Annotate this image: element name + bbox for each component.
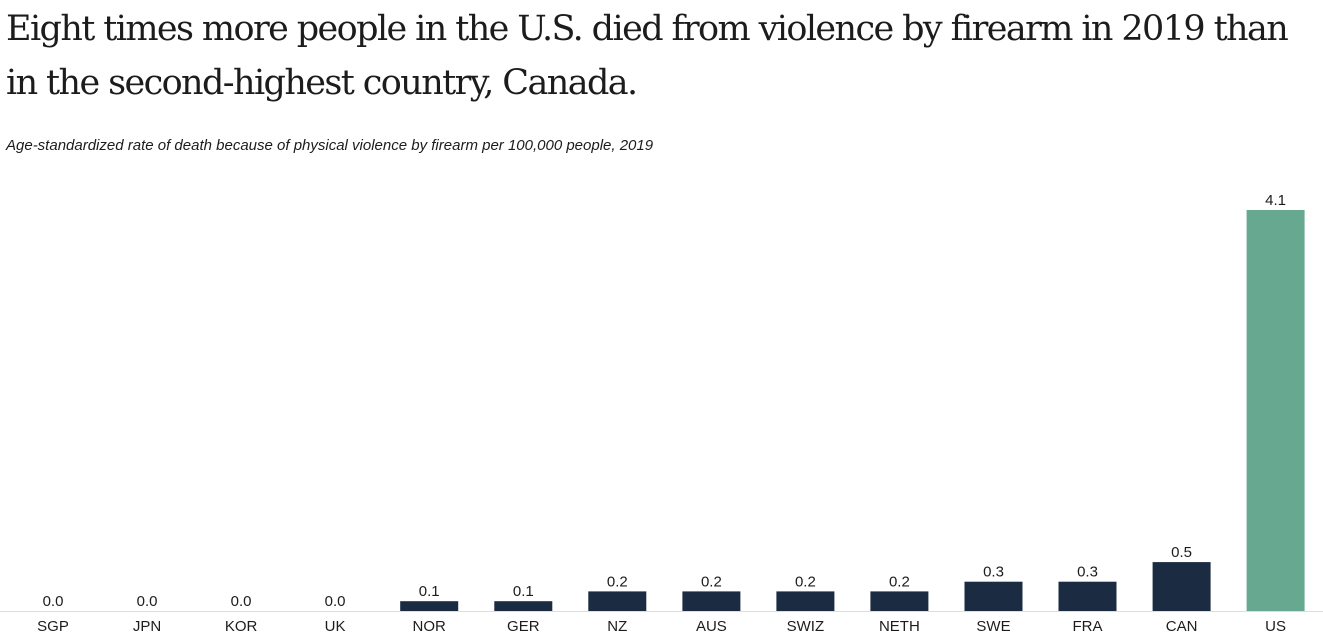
category-label-sgp: SGP: [37, 618, 69, 635]
value-label-can: 0.5: [1171, 544, 1192, 561]
bar-nz: [588, 591, 647, 611]
category-label-jpn: JPN: [133, 618, 161, 635]
bar-us: [1246, 210, 1305, 611]
category-label-aus: AUS: [696, 618, 727, 635]
category-label-nz: NZ: [607, 618, 627, 635]
value-label-ger: 0.1: [513, 583, 534, 600]
bar-neth: [870, 591, 929, 611]
category-label-kor: KOR: [225, 618, 258, 635]
value-label-aus: 0.2: [701, 573, 722, 590]
category-label-uk: UK: [325, 618, 346, 635]
value-label-jpn: 0.0: [137, 593, 158, 610]
category-label-us: US: [1265, 618, 1286, 635]
bar-fra: [1058, 581, 1117, 611]
value-labels-group: 0.0 0.0 0.0 0.0 0.1 0.1 0.2 0.2 0.2 0.2 0.3 0.3 0.5 4…: [43, 192, 1286, 610]
chart-subtitle: Age-standardized rate of death because o…: [6, 137, 654, 154]
bar-nor: [400, 601, 459, 611]
value-label-nz: 0.2: [607, 573, 628, 590]
bar-can: [1152, 562, 1211, 611]
value-label-fra: 0.3: [1077, 564, 1098, 581]
category-label-swiz: SWIZ: [787, 618, 825, 635]
category-label-ger: GER: [507, 618, 540, 635]
bars-group: [400, 210, 1305, 611]
category-label-swe: SWE: [976, 618, 1010, 635]
bar-swiz: [776, 591, 835, 611]
value-label-nor: 0.1: [419, 583, 440, 600]
value-label-uk: 0.0: [325, 593, 346, 610]
category-label-neth: NETH: [879, 618, 920, 635]
category-labels-group: SGP JPN KOR UK NOR GER NZ AUS SWIZ NETH SWE FRA CAN U…: [37, 618, 1286, 635]
category-label-nor: NOR: [413, 618, 447, 635]
value-label-neth: 0.2: [889, 573, 910, 590]
bar-ger: [494, 601, 553, 611]
category-label-can: CAN: [1166, 618, 1198, 635]
value-label-swiz: 0.2: [795, 573, 816, 590]
value-label-sgp: 0.0: [43, 593, 64, 610]
value-label-kor: 0.0: [231, 593, 252, 610]
bar-swe: [964, 581, 1023, 611]
category-label-fra: FRA: [1073, 618, 1103, 635]
bar-aus: [682, 591, 741, 611]
value-label-us: 4.1: [1265, 192, 1286, 209]
chart-title: Eight times more people in the U.S. died…: [6, 9, 1289, 103]
value-label-swe: 0.3: [983, 564, 1004, 581]
